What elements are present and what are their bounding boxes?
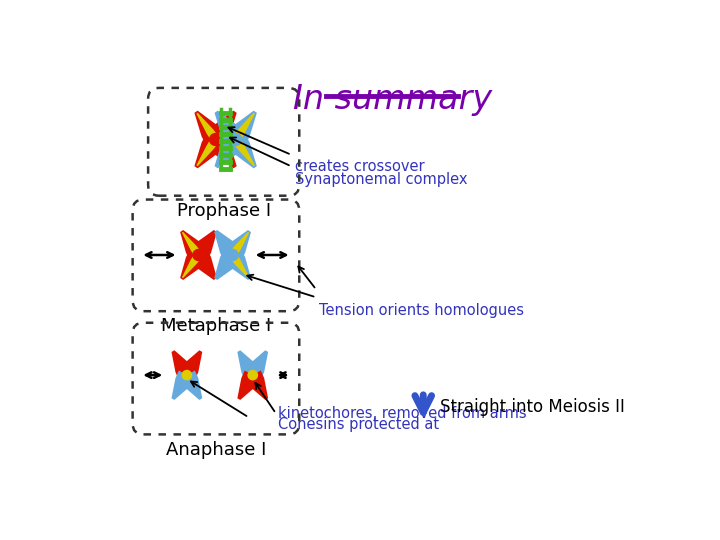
Polygon shape [215,111,245,146]
Circle shape [248,370,258,380]
Polygon shape [245,370,268,400]
Polygon shape [215,230,241,261]
Polygon shape [215,133,245,168]
Text: Tension orients homologues: Tension orients homologues [319,303,523,318]
Polygon shape [179,350,202,380]
Polygon shape [182,253,202,278]
Circle shape [227,249,238,260]
Polygon shape [227,111,257,146]
Text: Metaphase I: Metaphase I [161,318,271,335]
Polygon shape [171,350,195,380]
Polygon shape [194,133,225,168]
Polygon shape [229,232,249,257]
Polygon shape [190,230,217,261]
Text: In summary: In summary [293,83,492,116]
Text: kinetochores, removed from arms: kinetochores, removed from arms [277,406,526,421]
Polygon shape [182,232,202,257]
Polygon shape [215,249,241,280]
Polygon shape [229,253,249,278]
Polygon shape [197,113,219,142]
Circle shape [193,249,204,260]
Polygon shape [180,230,207,261]
Polygon shape [171,370,195,400]
Polygon shape [207,133,237,168]
Polygon shape [197,137,219,166]
Polygon shape [238,350,261,380]
Text: Anaphase I: Anaphase I [166,441,266,458]
Text: Prophase I: Prophase I [176,202,271,220]
Text: Synaptonemal complex: Synaptonemal complex [295,172,468,187]
Polygon shape [225,249,251,280]
Polygon shape [190,249,217,280]
Polygon shape [245,350,268,380]
Text: Cohesins protected at: Cohesins protected at [277,417,438,433]
Polygon shape [225,230,251,261]
Polygon shape [238,370,261,400]
Polygon shape [232,137,255,166]
Circle shape [210,133,222,145]
Circle shape [182,370,192,380]
Polygon shape [180,249,207,280]
Text: Straight into Meiosis II: Straight into Meiosis II [441,399,625,416]
Polygon shape [194,111,225,146]
Text: creates crossover: creates crossover [295,159,425,174]
Polygon shape [207,111,237,146]
Circle shape [230,133,242,145]
Polygon shape [179,370,202,400]
Polygon shape [227,133,257,168]
Polygon shape [232,113,255,142]
